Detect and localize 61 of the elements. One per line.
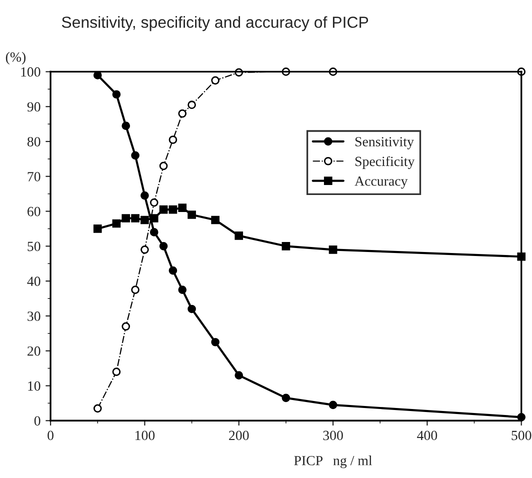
legend-label: Accuracy (354, 176, 408, 189)
point (211, 76, 220, 85)
y-tick-label: 40 (27, 276, 40, 286)
point (140, 216, 149, 224)
point (328, 400, 338, 410)
point (178, 286, 187, 294)
point (122, 122, 130, 130)
x-tick-label: 500 (512, 430, 532, 440)
point (159, 205, 168, 214)
point (188, 210, 196, 219)
legend-label: Sensitivity (355, 137, 414, 150)
chart-title: Sensitivity, specificity and accuracy of PICP (62, 16, 368, 32)
point (188, 100, 196, 110)
y-tick-label: 100 (21, 67, 40, 77)
x-tick-label: 400 (417, 430, 438, 440)
point (234, 371, 244, 380)
point (93, 224, 102, 233)
point (282, 394, 290, 402)
point (131, 214, 140, 222)
point (122, 322, 130, 331)
point (122, 214, 130, 222)
y-tick-label: 70 (28, 172, 40, 182)
legend-label: Specificity (355, 156, 415, 169)
y-tick-label: 30 (28, 312, 40, 321)
point (211, 338, 220, 346)
point (93, 404, 102, 413)
y-tick-label: 50 (28, 242, 40, 252)
point (150, 228, 158, 236)
point (178, 109, 187, 118)
point (112, 368, 121, 376)
point (112, 219, 121, 228)
point (168, 266, 178, 275)
point (168, 205, 178, 214)
point (150, 198, 158, 207)
y-tick-label: 80 (27, 137, 40, 146)
y-tick-label: 90 (27, 102, 40, 112)
point (188, 304, 196, 314)
x-tick-label: 0 (48, 430, 54, 440)
point (150, 214, 158, 222)
point (178, 204, 187, 212)
x-axis-title: PICP ng / ml (294, 456, 372, 468)
point (282, 242, 290, 250)
x-tick-label: 300 (323, 430, 343, 440)
y-tick-label: 20 (28, 346, 40, 356)
point (140, 245, 149, 254)
point (159, 242, 168, 250)
point (131, 286, 140, 294)
point (168, 136, 178, 144)
point (112, 90, 121, 99)
y-axis-title: (%) (6, 52, 26, 65)
x-tick-label: 200 (229, 430, 249, 440)
point (131, 151, 140, 160)
point (328, 245, 338, 254)
point (159, 162, 168, 170)
y-tick-label: 10 (28, 381, 40, 391)
point (211, 216, 220, 224)
point (234, 232, 244, 240)
point (140, 191, 149, 200)
y-tick-label: 60 (28, 206, 40, 216)
y-tick-label: 0 (34, 416, 40, 426)
x-tick-label: 100 (136, 430, 155, 440)
